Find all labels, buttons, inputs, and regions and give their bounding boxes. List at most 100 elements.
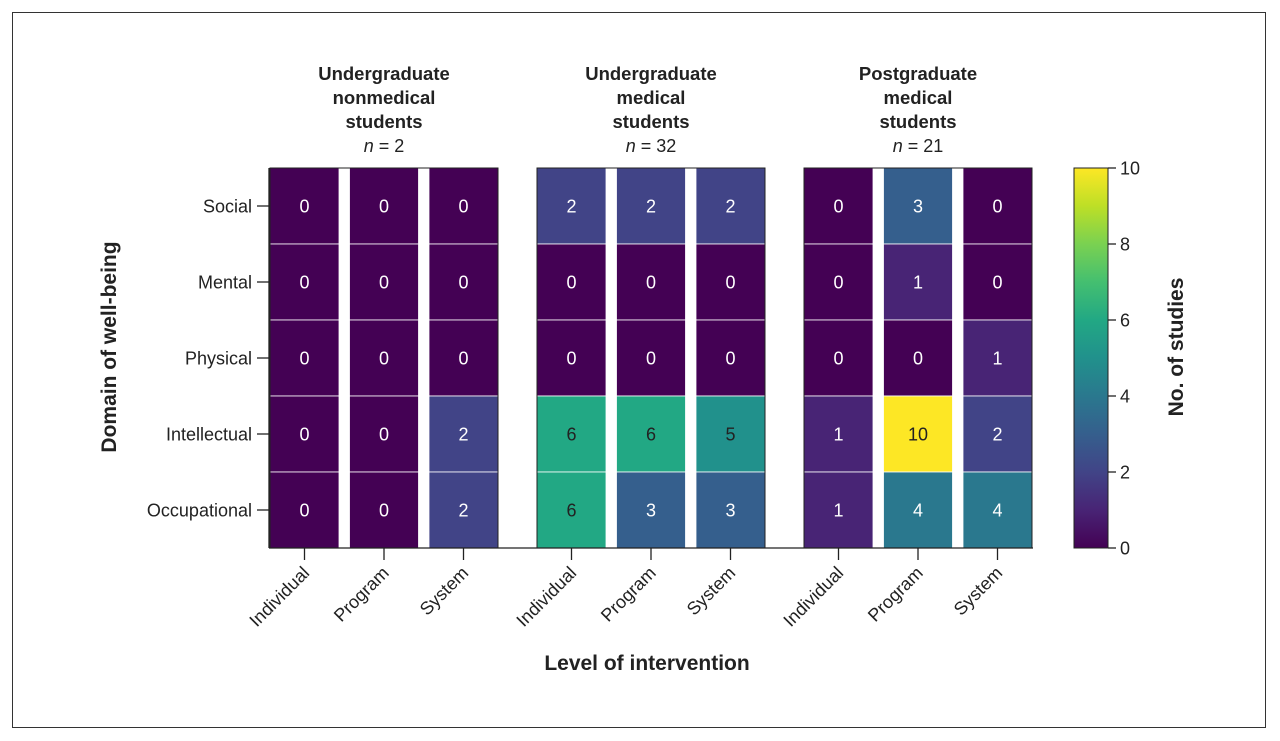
cell-value-label: 0 [646, 349, 656, 369]
heatmap-cell [962, 243, 1033, 321]
cell-value-label: 0 [379, 425, 389, 445]
group-title-line: students [612, 111, 689, 132]
colorbar-tick-label: 2 [1120, 463, 1130, 483]
cell-value-label: 0 [566, 273, 576, 293]
heatmap-cell [695, 319, 766, 397]
cell-value-label: 0 [913, 349, 923, 369]
heatmap-cell [962, 471, 1033, 549]
cell-value-label: 1 [833, 425, 843, 445]
group-n-symbol: n [364, 136, 374, 156]
heatmap-cell [695, 395, 766, 473]
heatmap-cell [883, 395, 953, 473]
cell-value-label: 0 [992, 197, 1002, 217]
cell-value-label: 3 [725, 501, 735, 521]
cell-value-label: 0 [379, 197, 389, 217]
cell-value-label: 0 [299, 501, 309, 521]
cell-value-label: 0 [566, 349, 576, 369]
y-axis: Social Mental Physical Intellectual Occupati… [147, 168, 270, 548]
heatmap-cell [883, 243, 953, 321]
heatmap-cell [428, 471, 499, 549]
group-n-value: = 32 [636, 136, 677, 156]
cell-value-label: 0 [299, 197, 309, 217]
heatmap-cell [883, 471, 953, 549]
heatmap-cell [695, 167, 766, 245]
heatmap-cell [428, 395, 499, 473]
group-n-label: n = 32 [626, 136, 677, 156]
heatmap-cell [616, 243, 686, 321]
cell-value-label: 5 [725, 425, 735, 445]
group-n-value: = 21 [903, 136, 944, 156]
x-tick-label: Individual [779, 563, 847, 631]
group-title-line: Undergraduate [585, 63, 717, 84]
cell-value-label: 0 [458, 349, 468, 369]
group-title-line: medical [884, 87, 953, 108]
heatmap-cell [428, 167, 499, 245]
heatmap-cell [349, 471, 419, 549]
x-tick-label: System [950, 563, 1007, 620]
heatmap-cell [269, 471, 340, 549]
cell-value-label: 0 [833, 197, 843, 217]
heatmap-cell [962, 319, 1033, 397]
heatmap-cell [803, 319, 874, 397]
heatmap-cell [349, 395, 419, 473]
cell-value-label: 3 [646, 501, 656, 521]
group-n-label: n = 21 [893, 136, 944, 156]
group-title-line: medical [617, 87, 686, 108]
cell-value-label: 0 [725, 349, 735, 369]
cell-value-label: 0 [725, 273, 735, 293]
heatmap-cell [349, 243, 419, 321]
x-tick-label: Program [330, 563, 393, 626]
heatmap-cell [536, 395, 607, 473]
colorbar: 0 2 4 6 8 10 [1073, 159, 1140, 559]
heatmap-cell [616, 471, 686, 549]
cell-value-label: 0 [458, 273, 468, 293]
group-n-label: n = 2 [364, 136, 405, 156]
colorbar-tick-label: 6 [1120, 311, 1130, 331]
y-tick-label: Mental [198, 273, 252, 293]
group-n-symbol: n [893, 136, 903, 156]
heatmap-cell [269, 243, 340, 321]
heatmap-cell [428, 319, 499, 397]
cell-value-label: 1 [913, 273, 923, 293]
heatmap-cells: 0000000000000222006620063200530001131010… [269, 167, 1033, 549]
cell-value-label: 0 [458, 197, 468, 217]
cell-value-label: 2 [646, 197, 656, 217]
heatmap-cell [883, 167, 953, 245]
cell-value-label: 0 [379, 501, 389, 521]
cell-value-label: 6 [566, 501, 576, 521]
cell-value-label: 2 [566, 197, 576, 217]
cell-value-label: 1 [992, 349, 1002, 369]
heatmap-cell [803, 243, 874, 321]
x-axis-title: Level of intervention [544, 652, 749, 675]
x-tick-label: System [683, 563, 740, 620]
group-n-value: = 2 [374, 136, 405, 156]
heatmap-cell [883, 319, 953, 397]
heatmap-cell [695, 471, 766, 549]
colorbar-title: No. of studies [1165, 278, 1188, 417]
heatmap-cell [269, 319, 340, 397]
group-title-line: Postgraduate [859, 63, 977, 84]
heatmap-cell [269, 167, 340, 245]
cell-value-label: 0 [833, 349, 843, 369]
colorbar-tick-label: 8 [1120, 235, 1130, 255]
colorbar-tick-label: 0 [1120, 539, 1130, 559]
group-title-line: Undergraduate [318, 63, 450, 84]
cell-value-label: 1 [833, 501, 843, 521]
cell-value-label: 0 [379, 273, 389, 293]
heatmap-cell [962, 167, 1033, 245]
cell-value-label: 2 [458, 501, 468, 521]
heatmap-cell [616, 167, 686, 245]
y-tick-label: Social [203, 197, 252, 217]
group-n-symbol: n [626, 136, 636, 156]
cell-value-label: 3 [913, 197, 923, 217]
cell-value-label: 0 [299, 273, 309, 293]
cell-value-label: 4 [992, 501, 1002, 521]
heatmap-cell [536, 471, 607, 549]
x-axis: Individual Program System Individual Program… [245, 547, 1033, 631]
colorbar-gradient [1073, 167, 1109, 549]
group-titles: Undergraduate nonmedical students n = 2 Unde… [318, 63, 977, 156]
cell-value-label: 2 [992, 425, 1002, 445]
heatmap-cell [616, 319, 686, 397]
x-tick-label: Individual [245, 563, 313, 631]
